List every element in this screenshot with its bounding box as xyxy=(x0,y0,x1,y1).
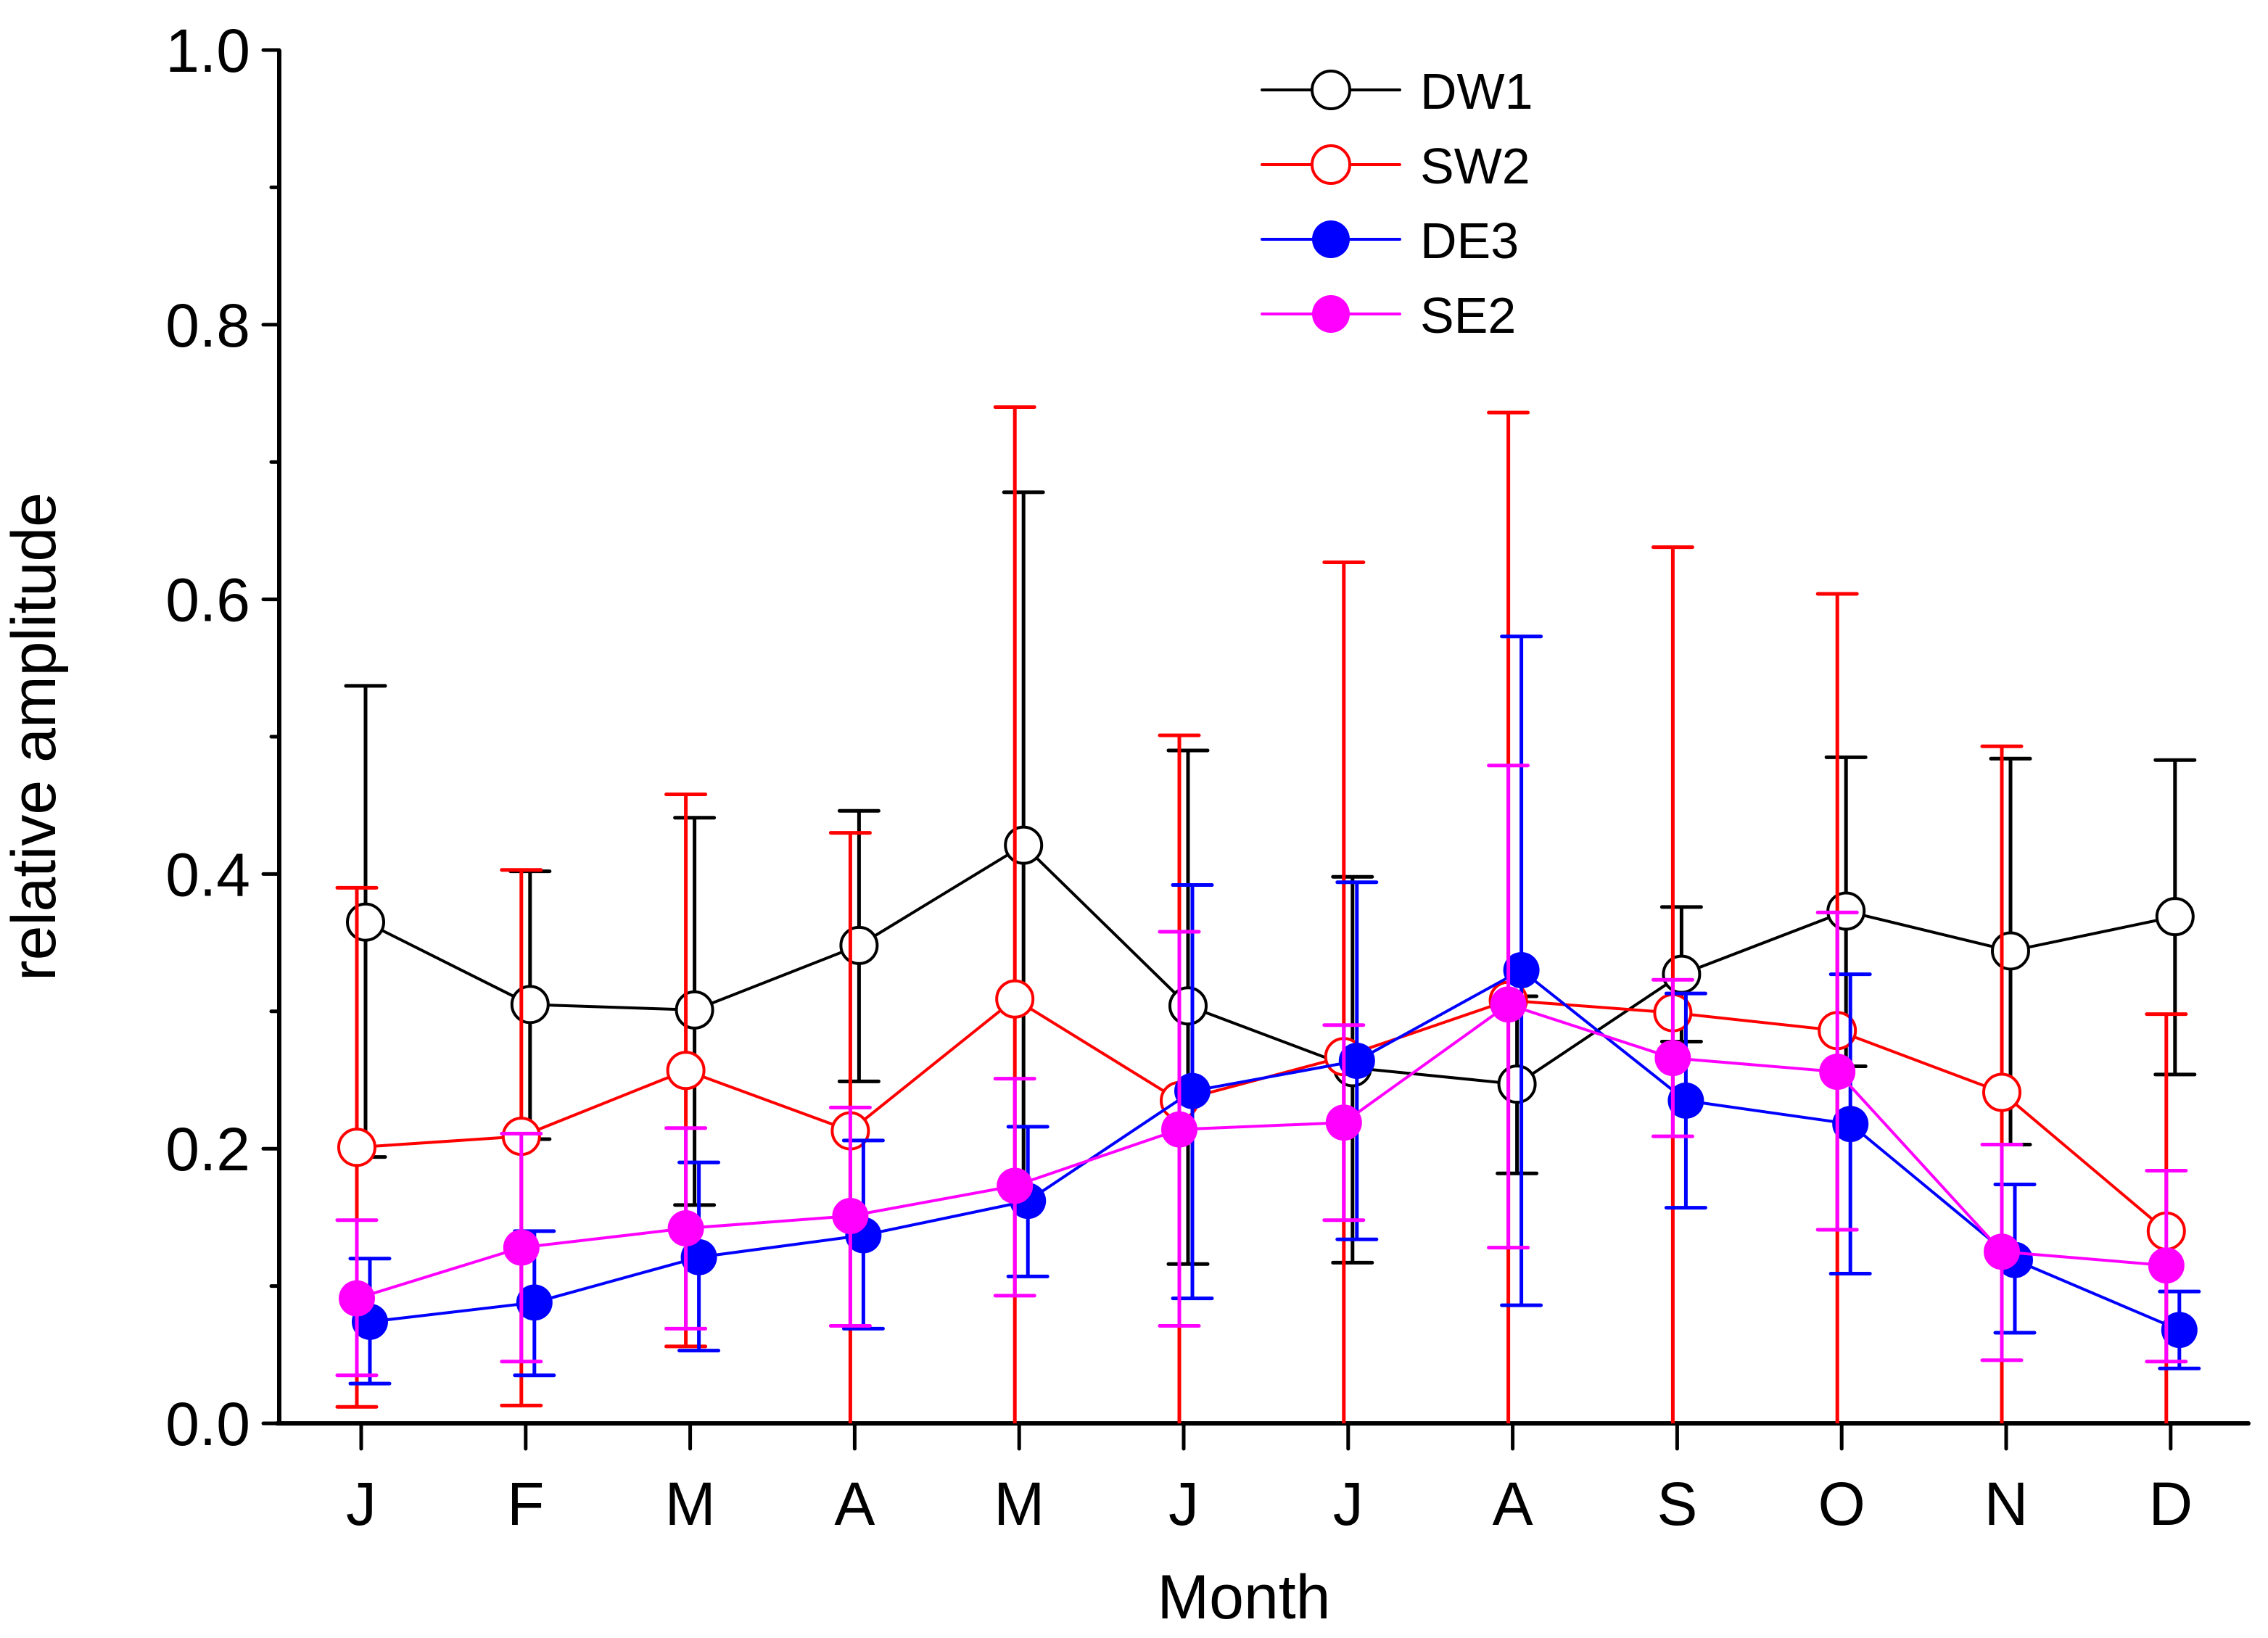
data-point xyxy=(2161,1312,2198,1349)
y-tick-label: 0.2 xyxy=(165,1115,250,1183)
x-tick-label: J xyxy=(346,1470,376,1538)
data-point xyxy=(1654,1040,1691,1077)
data-point xyxy=(1497,1064,1537,1104)
data-point xyxy=(1667,1082,1704,1119)
data-point xyxy=(666,1051,706,1091)
data-point xyxy=(510,985,550,1025)
data-point xyxy=(337,1128,376,1167)
data-point xyxy=(1168,986,1208,1026)
data-point xyxy=(1338,1042,1375,1079)
data-point xyxy=(675,990,714,1030)
data-point xyxy=(1490,986,1527,1023)
legend-marker xyxy=(1311,70,1351,110)
legend-item-dw1: DW1 xyxy=(1261,63,1533,120)
axes: 0.0 0.2 0.4 0.6 0.8 1.0 J F M A M J J A S O N D xyxy=(165,17,2251,1538)
x-tick-label: O xyxy=(1818,1470,1865,1538)
data-point xyxy=(346,902,385,942)
series-line xyxy=(369,968,2180,1332)
data-point xyxy=(1662,954,1702,994)
x-tick-label: A xyxy=(1493,1470,1533,1538)
legend-label: DE3 xyxy=(1420,212,1519,269)
x-tick-label: J xyxy=(1333,1470,1364,1538)
data-point xyxy=(832,1198,869,1235)
x-tick-label: M xyxy=(994,1470,1044,1538)
x-tick-label: D xyxy=(2148,1470,2193,1538)
legend: DW1 SW2 DE3 SE2 xyxy=(1261,63,1533,344)
data-point xyxy=(667,1210,704,1247)
series-layer xyxy=(335,405,2201,1423)
data-point xyxy=(1004,825,1044,865)
data-point xyxy=(516,1284,553,1321)
data-point xyxy=(1174,1072,1211,1109)
data-point xyxy=(1325,1104,1362,1141)
legend-label: DW1 xyxy=(1420,63,1533,120)
data-point xyxy=(339,1280,375,1317)
series-de3 xyxy=(348,634,2201,1386)
data-point xyxy=(2155,897,2195,937)
series-sw2 xyxy=(335,405,2188,1423)
data-point xyxy=(1982,1072,2021,1112)
data-point xyxy=(1503,951,1540,988)
legend-item-sw2: SW2 xyxy=(1261,138,1530,194)
legend-item-de3: DE3 xyxy=(1261,212,1519,269)
x-axis-title: Month xyxy=(1157,1563,1330,1632)
data-point xyxy=(1984,1233,2020,1270)
data-point xyxy=(1832,1106,1869,1143)
x-tick-label: A xyxy=(834,1470,875,1538)
x-tick-label: M xyxy=(665,1470,716,1538)
x-tick-label: S xyxy=(1657,1470,1697,1538)
legend-marker xyxy=(1312,295,1350,333)
legend-label: SE2 xyxy=(1420,287,1516,344)
series-se2 xyxy=(335,764,2188,1378)
x-tick-label: N xyxy=(1984,1470,2029,1538)
y-tick-label: 0.4 xyxy=(165,840,250,909)
data-point xyxy=(1819,1054,1856,1091)
y-tick-label: 0.8 xyxy=(165,291,250,360)
legend-item-se2: SE2 xyxy=(1261,287,1516,344)
data-point xyxy=(680,1238,717,1275)
y-tick-label: 0.0 xyxy=(165,1390,250,1458)
data-point xyxy=(1991,931,2030,971)
legend-marker xyxy=(1312,220,1350,258)
data-point xyxy=(1161,1111,1197,1148)
y-tick-label: 0.6 xyxy=(165,566,250,634)
series-line xyxy=(356,1003,2166,1300)
legend-marker xyxy=(1311,144,1351,185)
y-tick-label: 1.0 xyxy=(165,17,250,85)
data-point xyxy=(839,925,879,965)
x-tick-label: J xyxy=(1168,1470,1199,1538)
legend-label: SW2 xyxy=(1420,138,1530,194)
y-axis-title: relative amplitude xyxy=(0,492,69,981)
data-point xyxy=(997,1167,1034,1204)
x-tick-label: F xyxy=(507,1470,544,1538)
series-line xyxy=(365,843,2176,1086)
data-point xyxy=(2148,1247,2185,1284)
data-point xyxy=(995,979,1035,1019)
data-point xyxy=(503,1229,540,1266)
series-dw1 xyxy=(344,490,2197,1266)
